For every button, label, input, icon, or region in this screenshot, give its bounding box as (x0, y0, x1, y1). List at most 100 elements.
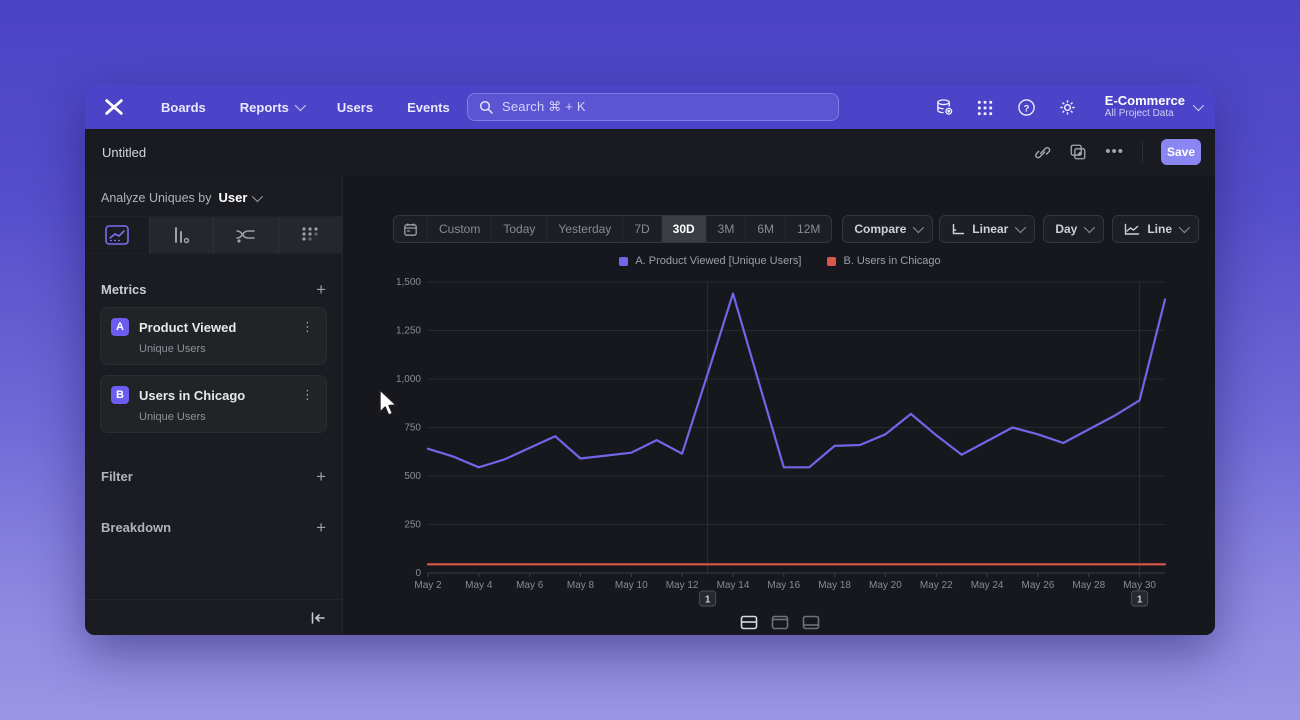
search-placeholder: Search ⌘ + K (502, 99, 586, 114)
chart-display-controls: Linear Day Line (939, 215, 1199, 243)
range-30d[interactable]: 30D (660, 216, 706, 242)
svg-text:?: ? (1023, 103, 1029, 114)
metric-type: Unique Users (139, 343, 206, 355)
analyze-label: Analyze Uniques by (101, 190, 212, 205)
help-icon[interactable]: ? (1017, 98, 1036, 117)
project-switcher[interactable]: E-Commerce All Project Data (1104, 93, 1205, 120)
chart-panel: Custom Today Yesterday 7D 30D 3M 6M 12M Compare… (343, 175, 1215, 635)
metric-options-kebab[interactable]: ⋮ (301, 387, 314, 402)
chart-toolbar: Custom Today Yesterday 7D 30D 3M 6M 12M Compare… (343, 215, 1215, 243)
interval-day-button[interactable]: Day (1043, 215, 1105, 243)
scale-linear-button[interactable]: Linear (939, 215, 1036, 243)
range-custom[interactable]: Custom (427, 216, 491, 242)
legend-swatch (619, 256, 629, 266)
query-sidebar: Analyze Uniques by User (85, 175, 343, 635)
analyze-uniques-dropdown[interactable]: Analyze Uniques by User (85, 175, 342, 205)
svg-text:0: 0 (415, 568, 421, 579)
nav-item-reports[interactable]: Reports (240, 100, 306, 115)
tab-funnels-bars[interactable] (148, 217, 213, 253)
layout-top-icon[interactable] (771, 615, 789, 635)
calendar-icon[interactable] (394, 216, 427, 242)
svg-text:250: 250 (404, 520, 421, 531)
top-navbar: Boards Reports Users Events Search ⌘ + K (85, 85, 1215, 129)
annotation-badge[interactable]: 1 (1131, 590, 1149, 607)
settings-gear-icon[interactable] (1058, 98, 1077, 117)
project-name: E-Commerce (1104, 93, 1185, 108)
collapse-sidebar-icon[interactable] (310, 611, 326, 625)
add-metric-button[interactable]: + (316, 279, 326, 299)
layout-toggle-row (385, 615, 1175, 635)
nav-item-boards[interactable]: Boards (161, 99, 206, 115)
chevron-down-icon (1192, 99, 1205, 112)
apps-grid-icon[interactable] (976, 98, 995, 117)
legend-item[interactable]: A. Product Viewed [Unique Users] (619, 255, 801, 267)
legend-label: A. Product Viewed [Unique Users] (635, 255, 802, 267)
nav-right-cluster: ? E-Commerce All Project Data (935, 85, 1205, 129)
report-title[interactable]: Untitled (102, 144, 147, 160)
filter-label: Filter (101, 469, 133, 484)
add-filter-button[interactable]: + (316, 466, 326, 486)
metrics-section-header: Metrics + (85, 279, 342, 299)
metrics-label: Metrics (101, 282, 147, 297)
metric-type: Unique Users (139, 411, 206, 423)
svg-text:May 10: May 10 (615, 580, 648, 591)
nav-item-users[interactable]: Users (336, 99, 374, 115)
svg-text:1,250: 1,250 (396, 326, 421, 337)
metric-card-b[interactable]: B Users in Chicago ⋮ Unique Users (100, 375, 327, 433)
chart-legend: A. Product Viewed [Unique Users] B. Users… (385, 255, 1175, 267)
svg-text:1: 1 (1137, 595, 1143, 606)
layout-bottom-icon[interactable] (802, 615, 820, 635)
duplicate-icon[interactable] (1069, 143, 1087, 161)
svg-text:May 6: May 6 (516, 580, 544, 591)
axis-icon (953, 223, 965, 234)
range-3m[interactable]: 3M (705, 216, 746, 242)
layout-split-icon[interactable] (740, 615, 758, 635)
nav-links: Boards Reports Users Events (161, 100, 450, 115)
svg-text:May 16: May 16 (767, 580, 800, 591)
mixpanel-logo-icon[interactable] (103, 96, 125, 118)
more-ellipsis-icon[interactable]: ••• (1105, 143, 1124, 160)
legend-item[interactable]: B. Users in Chicago (827, 255, 941, 267)
metric-cards: A Product Viewed ⋮ Unique Users B Users … (85, 307, 342, 433)
svg-text:500: 500 (404, 471, 421, 482)
annotation-badge[interactable]: 1 (699, 590, 717, 607)
add-breakdown-button[interactable]: + (316, 517, 326, 537)
chart-type-line-button[interactable]: Line (1112, 215, 1199, 243)
chevron-down-icon (252, 190, 264, 202)
filter-section-header: Filter + (85, 466, 342, 486)
range-6m[interactable]: 6M (745, 216, 785, 242)
range-7d[interactable]: 7D (622, 216, 660, 242)
metric-options-kebab[interactable]: ⋮ (301, 319, 314, 334)
analyze-value: User (218, 190, 248, 205)
svg-text:May 28: May 28 (1072, 580, 1105, 591)
range-today[interactable]: Today (491, 216, 546, 242)
tab-flows[interactable] (213, 217, 278, 253)
app-window: Boards Reports Users Events Search ⌘ + K (85, 85, 1215, 635)
breakdown-section-header: Breakdown + (85, 517, 342, 537)
report-header-actions: ••• Save (1033, 139, 1201, 165)
tab-retention-dots[interactable] (277, 217, 342, 253)
metric-letter-badge: B (111, 386, 129, 404)
svg-text:1,000: 1,000 (396, 374, 421, 385)
search-icon (479, 100, 493, 114)
svg-text:1: 1 (705, 595, 711, 606)
tab-insights-line[interactable] (85, 217, 149, 253)
range-12m[interactable]: 12M (785, 216, 831, 242)
svg-text:May 22: May 22 (920, 580, 953, 591)
sidebar-footer (85, 599, 342, 635)
line-chart: 0 250 500 750 1,000 1,250 1,500 1 1 May 2 May 4 May… (385, 275, 1175, 620)
chart-type-tabs (85, 216, 342, 254)
breakdown-label: Breakdown (101, 520, 172, 535)
save-button[interactable]: Save (1161, 139, 1201, 165)
link-icon[interactable] (1033, 143, 1051, 161)
data-management-icon[interactable] (935, 98, 954, 117)
nav-item-events[interactable]: Events (407, 99, 450, 115)
search-input[interactable]: Search ⌘ + K (467, 93, 839, 121)
svg-text:May 2: May 2 (414, 580, 442, 591)
svg-text:May 4: May 4 (465, 580, 493, 591)
metric-card-a[interactable]: A Product Viewed ⋮ Unique Users (100, 307, 327, 365)
svg-text:May 18: May 18 (818, 580, 851, 591)
compare-button[interactable]: Compare (842, 215, 934, 243)
line-chart-svg: 0 250 500 750 1,000 1,250 1,500 1 1 May 2 May 4 May… (396, 277, 1167, 607)
range-yesterday[interactable]: Yesterday (546, 216, 622, 242)
